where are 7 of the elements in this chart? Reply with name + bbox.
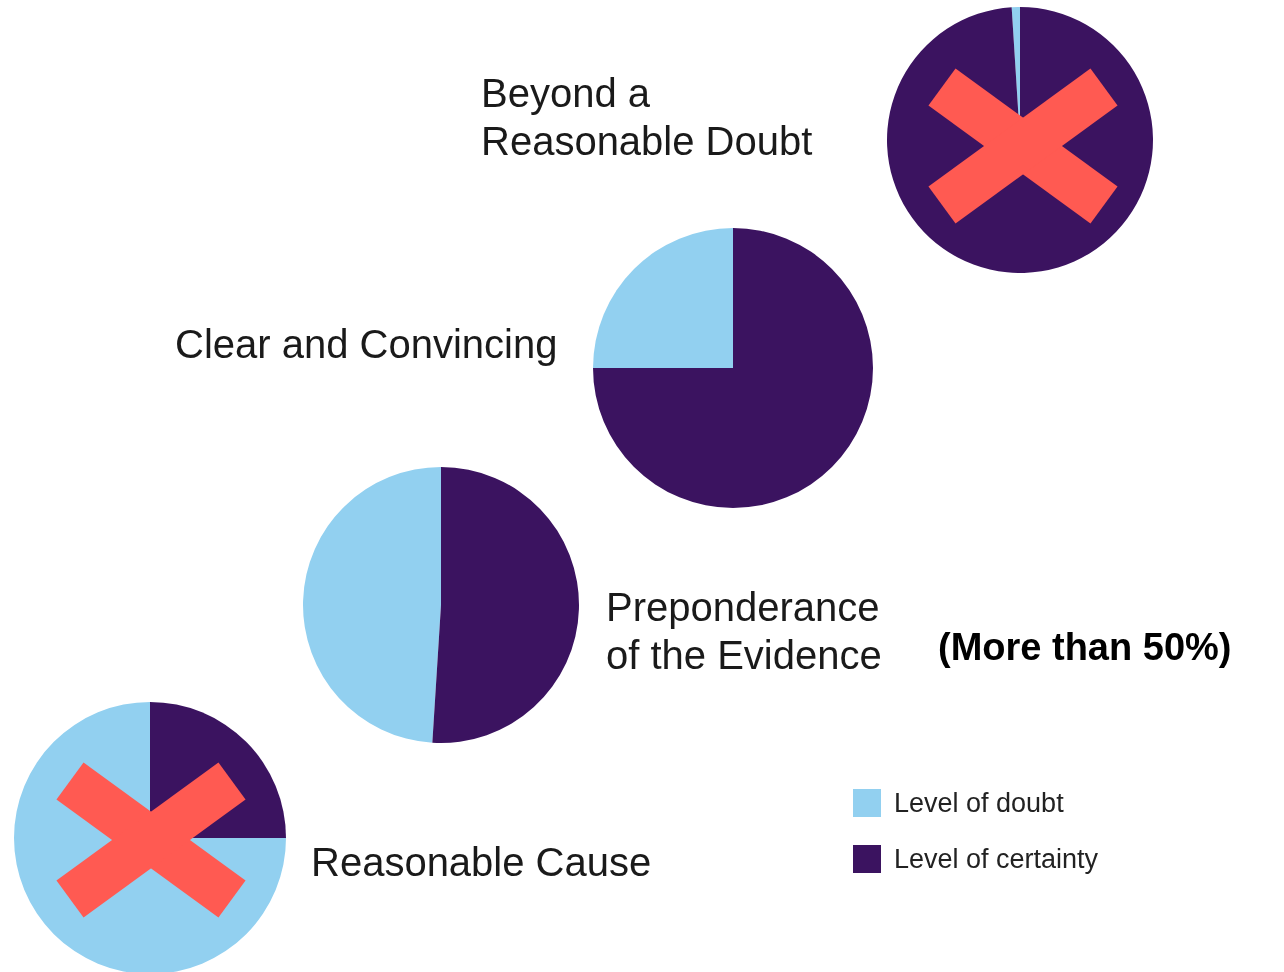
slice-label: Clear and Convincing: [175, 322, 558, 366]
slice-label: Beyond a Reasonable Doubt: [481, 71, 813, 163]
slice-label: Reasonable Cause: [311, 840, 652, 884]
legend-label: Level of doubt: [894, 788, 1065, 818]
legend-label: Level of certainty: [894, 844, 1099, 874]
text: (More than 50%): [938, 626, 1232, 668]
slice-label: Preponderance of the Evidence: [606, 585, 891, 677]
